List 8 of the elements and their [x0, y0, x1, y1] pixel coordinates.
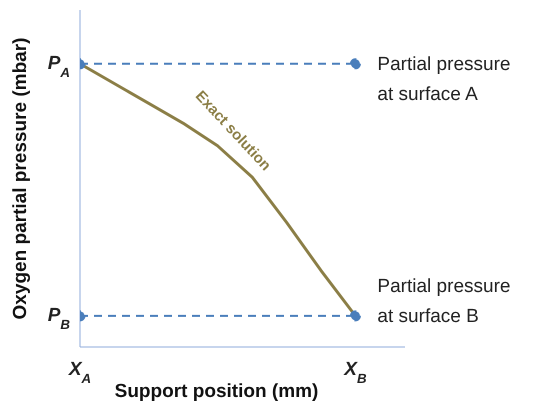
annotation: Partial pressure at surface A: [377, 54, 510, 105]
x-tick-label: X$_{B}$: [343, 359, 367, 386]
x-tick-label: X$_{A}$: [68, 359, 92, 386]
y-axis-title: Oxygen partial pressure (mbar): [10, 38, 31, 320]
annotation: Partial pressure at surface B: [377, 276, 510, 327]
x-axis-title: Support position (mm): [114, 381, 318, 402]
annotation: P$_{B}$: [48, 304, 70, 332]
annotation: P$_{A}$: [48, 52, 70, 80]
